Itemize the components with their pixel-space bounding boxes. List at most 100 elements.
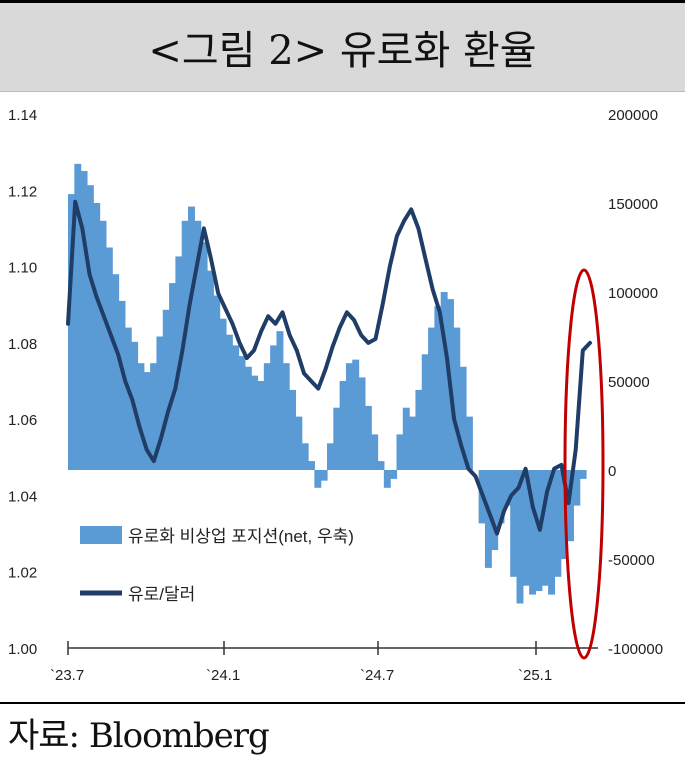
position-bar	[118, 300, 126, 470]
position-bar	[371, 434, 379, 470]
position-bar	[219, 318, 227, 470]
position-bar	[579, 470, 587, 479]
position-bar	[194, 220, 202, 470]
position-bar	[162, 309, 170, 470]
axis-layer: 1.00 1.02 1.04 1.06 1.08 1.10 1.12 1.14 -100000 -…	[8, 107, 663, 684]
position-bar	[137, 363, 145, 470]
x-axis-tick-label: `24.1	[206, 667, 240, 684]
position-bar	[510, 470, 518, 577]
position-bar	[308, 461, 315, 470]
position-bar	[225, 334, 233, 470]
right-axis-tick-label: 100000	[608, 285, 658, 302]
position-bar	[440, 292, 448, 470]
position-bar	[276, 331, 284, 470]
chart-svg: 1.00 1.02 1.04 1.06 1.08 1.10 1.12 1.14 -100000 -…	[8, 107, 663, 684]
right-axis-tick-label: 150000	[608, 196, 658, 213]
left-axis-tick-label: 1.10	[8, 260, 37, 277]
position-bar	[390, 470, 398, 479]
position-bar	[314, 470, 322, 488]
position-bar	[396, 434, 404, 470]
position-bar	[188, 206, 195, 470]
left-axis-tick-label: 1.06	[8, 412, 37, 429]
position-bar	[263, 363, 271, 470]
chart-title: <그림 2> 유로화 환율	[148, 28, 537, 74]
position-bar	[529, 470, 537, 595]
left-axis-tick-label: 1.08	[8, 336, 37, 353]
position-bar	[339, 381, 347, 470]
position-bar	[150, 363, 158, 470]
position-bar	[244, 366, 252, 470]
position-bar	[257, 381, 265, 470]
position-bar	[320, 470, 328, 481]
position-bar	[402, 407, 410, 470]
position-bar	[554, 470, 562, 577]
position-bar	[409, 416, 417, 470]
bottom-rule	[0, 702, 685, 704]
position-bar	[541, 470, 549, 586]
position-bar	[93, 203, 101, 470]
legend: 유로화 비상업 포지션(net, 우축) 유로/달러	[80, 526, 354, 604]
position-bar	[124, 327, 132, 470]
position-bar	[434, 306, 442, 470]
left-axis-tick-label: 1.00	[8, 641, 37, 658]
position-bar	[364, 405, 372, 470]
right-axis-tick-label: -100000	[608, 641, 663, 658]
position-bar	[289, 389, 297, 470]
position-bar	[295, 416, 303, 470]
legend-label-line: 유로/달러	[128, 585, 195, 604]
position-bar	[99, 220, 107, 470]
legend-label-area: 유로화 비상업 포지션(net, 우축)	[128, 527, 354, 546]
x-axis-tick-label: `24.7	[360, 667, 394, 684]
position-bar	[567, 470, 574, 542]
position-bar	[80, 170, 88, 470]
position-bar	[238, 356, 246, 470]
eurusd-line	[66, 199, 592, 536]
legend-swatch-area	[80, 526, 122, 544]
right-axis-tick-label: 50000	[608, 374, 650, 391]
eurusd-line-layer	[66, 199, 592, 536]
position-bar	[213, 295, 221, 470]
position-bar	[428, 327, 435, 470]
position-bar	[206, 270, 214, 470]
x-axis-tick-label: `25.1	[518, 667, 552, 684]
position-bar	[358, 377, 366, 470]
position-bar	[270, 345, 278, 470]
position-bar	[251, 375, 259, 470]
position-bar	[352, 359, 360, 470]
position-bar	[484, 470, 492, 568]
right-axis-tick-label: 200000	[608, 107, 658, 124]
position-bar	[377, 461, 385, 470]
position-bar	[548, 470, 556, 595]
position-bar	[156, 336, 164, 470]
position-bar	[200, 242, 208, 470]
source-label: 자료: Bloomberg	[8, 716, 270, 756]
position-bar	[491, 470, 499, 551]
position-bar	[301, 443, 309, 470]
position-bar	[497, 470, 505, 524]
position-bar	[415, 389, 423, 470]
right-axis-tick-label: -50000	[608, 552, 655, 569]
position-bar	[453, 327, 461, 470]
position-bar	[333, 407, 341, 470]
position-bar	[421, 354, 429, 470]
left-axis-tick-label: 1.04	[8, 488, 37, 505]
position-bar	[383, 470, 391, 488]
position-bar	[327, 443, 334, 470]
position-bar	[573, 470, 581, 506]
left-axis-tick-label: 1.14	[8, 107, 37, 124]
left-axis-tick-label: 1.12	[8, 183, 37, 200]
right-axis-tick-label: 0	[608, 463, 616, 480]
left-axis-tick-label: 1.02	[8, 565, 37, 582]
position-bar	[74, 163, 82, 470]
position-bar	[503, 470, 511, 506]
position-bar	[68, 194, 75, 470]
annotation-layer	[563, 268, 605, 660]
position-bar	[282, 363, 290, 470]
position-bar	[345, 363, 353, 470]
position-bar	[105, 247, 113, 470]
position-bar	[516, 470, 524, 604]
position-bar	[169, 283, 176, 470]
x-axis-tick-label: `23.7	[50, 667, 84, 684]
chart-area: 1.00 1.02 1.04 1.06 1.08 1.10 1.12 1.14 -100000 -…	[0, 92, 685, 704]
position-bar	[143, 372, 151, 470]
